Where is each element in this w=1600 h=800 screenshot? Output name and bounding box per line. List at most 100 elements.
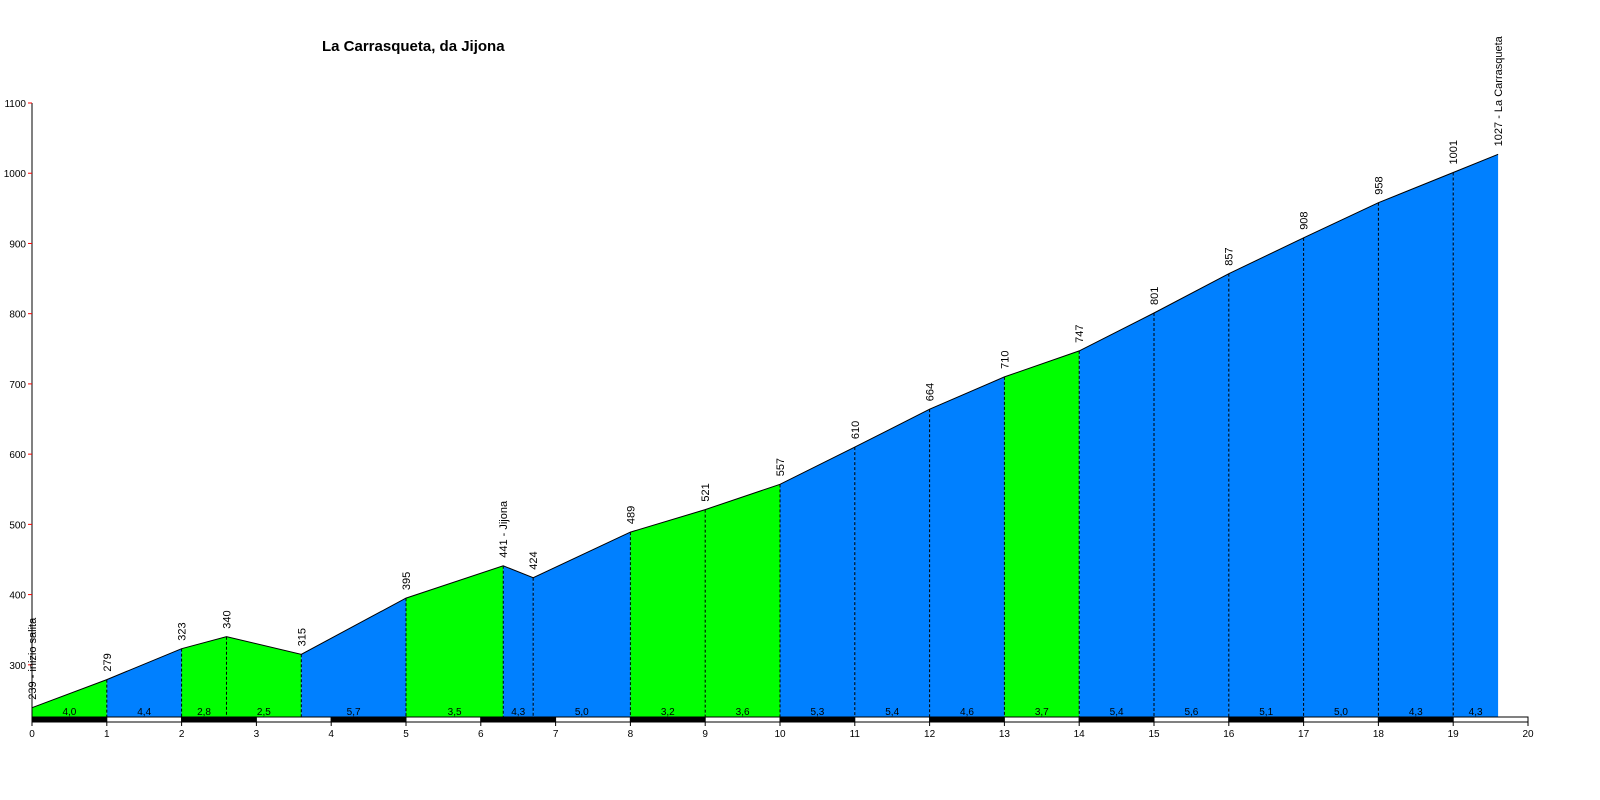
gradient-label: 2,5 [257,707,271,718]
elevation-label: 1027 - La Carrasqueta [1493,35,1505,146]
x-tick-label: 13 [999,729,1011,740]
profile-line [31,153,1499,709]
segment-fill [106,648,182,717]
segment-fill [1004,350,1080,717]
elevation-label: 1001 [1448,140,1460,164]
gradient-labels: 4,0 4,4 2,8 2,5 5,7 3,5 4,3 5,0 3,2 3,6 5,3 5,4 4,6 3… [62,707,1483,718]
segment-fill [503,565,534,717]
segment-fill [1303,202,1379,717]
gradient-label: 4,3 [1469,707,1483,718]
y-tick-label: 400 [9,591,26,602]
segment-fill [1079,313,1154,717]
gradient-label: 4,0 [62,707,76,718]
elevation-label: 279 [102,653,114,671]
x-tick-label: 10 [774,729,786,740]
gradient-label: 5,4 [885,707,899,718]
segment-fill [1154,273,1229,717]
gradient-label: 5,3 [810,707,824,718]
distance-scale-bar [31,716,1529,723]
elevation-label: 908 [1299,211,1311,229]
gradient-label: 4,4 [137,707,151,718]
point-labels: 239 - inizio salita 279 323 340 315 395 441 - … [27,35,1505,699]
elevation-label: 857 [1224,247,1236,265]
scale-bar-segment [330,716,407,723]
elevation-label: 747 [1074,325,1086,343]
elevation-label: 441 - Jijona [498,500,510,558]
elevation-label: 489 [625,506,637,524]
x-tick-label: 0 [29,729,35,740]
x-tick-label: 5 [403,729,409,740]
elevation-label: 340 [222,610,234,628]
gradient-label: 3,6 [736,707,750,718]
segment-fill [705,484,780,717]
segment-fill [929,376,1005,717]
elevation-label: 424 [528,551,540,569]
gradient-label: 5,6 [1184,707,1198,718]
segment-fill [1378,172,1454,717]
segment-fill [533,532,631,717]
x-tick-label: 2 [179,729,185,740]
x-tick-label: 6 [478,729,484,740]
x-tick-label: 17 [1298,729,1310,740]
x-tick-label: 14 [1074,729,1086,740]
x-tick-label: 7 [553,729,559,740]
x-tick-label: 20 [1522,729,1534,740]
gradient-label: 5,4 [1110,707,1124,718]
segment-fill [181,636,227,717]
gradient-label: 5,0 [575,707,589,718]
elevation-label: 315 [296,628,308,646]
segment-fill [32,679,107,717]
segment-fills [32,154,1499,718]
segment-fill [226,636,302,717]
elevation-label: 610 [850,421,862,439]
x-tick-label: 1 [104,729,110,740]
segment-dividers [106,172,1454,717]
elevation-label: 323 [177,622,189,640]
x-tick-label: 3 [254,729,260,740]
gradient-label: 3,7 [1035,707,1049,718]
elevation-label: 239 - inizio salita [27,617,39,700]
y-tick-label: 600 [9,450,26,461]
scale-bar-segment [181,716,257,723]
x-tick-label: 15 [1148,729,1160,740]
x-tick-label: 12 [924,729,936,740]
gradient-label: 4,6 [960,707,974,718]
scale-bar-segment [1452,716,1529,723]
gradient-label: 5,7 [347,707,361,718]
gradient-label: 5,1 [1259,707,1273,718]
y-tick-label: 700 [9,380,26,391]
elevation-label: 958 [1373,176,1385,194]
elevation-label: 664 [925,383,937,401]
y-tick-label: 500 [9,520,26,531]
chart-title: La Carrasqueta, da Jijona [322,38,505,55]
y-tick-label: 900 [9,239,26,250]
scale-bar-segment [405,716,482,723]
segment-fill [1453,154,1499,718]
scale-bar-segment [555,716,631,723]
x-tick-label: 8 [628,729,634,740]
x-tick-label: 4 [328,729,334,740]
segment-fill [630,509,706,717]
elevation-label: 557 [775,458,787,476]
y-tick-label: 800 [9,310,26,321]
gradient-label: 4,3 [511,707,525,718]
y-tick-label: 1100 [4,99,26,110]
y-tick-label: 300 [9,661,26,672]
elevation-label: 801 [1149,287,1161,305]
profile-line-group [31,153,1499,709]
gradient-label: 3,5 [448,707,462,718]
y-tick-label: 1000 [4,169,27,180]
x-tick-label: 16 [1223,729,1235,740]
segment-fill [406,565,504,717]
elevation-label: 395 [401,572,413,590]
segment-fill [780,447,855,717]
elevation-label: 710 [999,351,1011,369]
x-tick-label: 9 [702,729,708,740]
gradient-label: 2,8 [197,707,211,718]
x-tick-label: 19 [1448,729,1460,740]
gradient-label: 5,0 [1334,707,1348,718]
elevation-label: 521 [700,483,712,501]
x-tick-label: 11 [850,729,861,740]
gradient-label: 4,3 [1409,707,1423,718]
